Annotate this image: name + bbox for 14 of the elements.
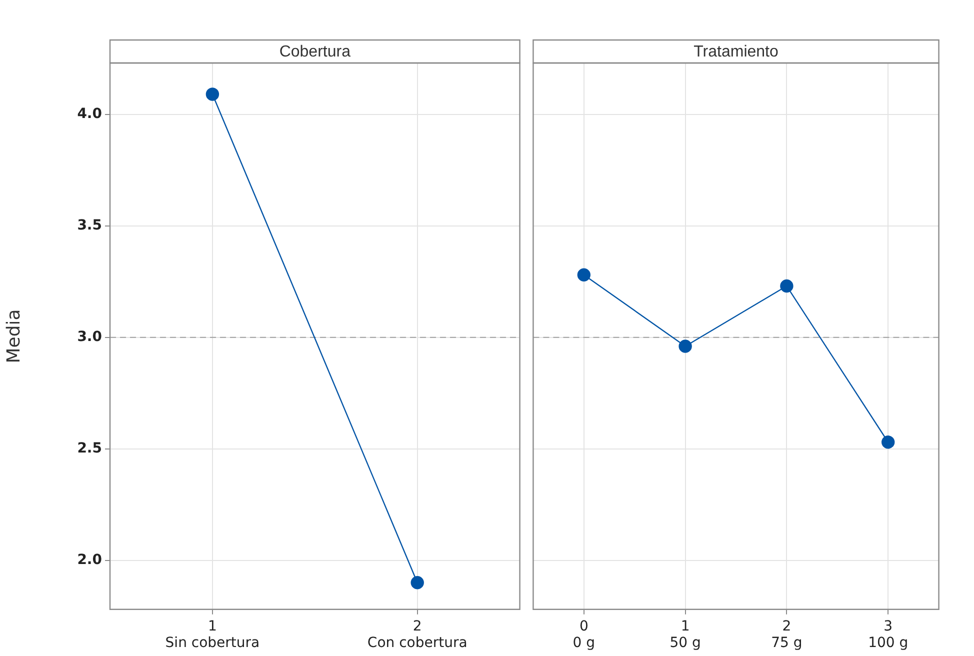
y-tick-label: 2.5	[77, 440, 102, 456]
y-tick-label: 4.0	[77, 106, 102, 122]
x-tick-label: 3 100 g	[868, 618, 908, 652]
x-tick-label: 2 75 g	[771, 618, 802, 652]
x-tick-label: 0 0 g	[572, 618, 596, 652]
x-tick-label: 2 Con cobertura	[367, 618, 468, 652]
y-tick-label: 2.0	[77, 552, 102, 568]
x-tick-label: 1 Sin cobertura	[165, 618, 260, 652]
y-tick-label: 3.0	[77, 328, 102, 345]
chart-title: Tratamiento	[694, 43, 778, 60]
x-tick-label: 1 50 g	[670, 618, 701, 652]
y-axis-title: Media	[3, 309, 24, 364]
chart-title: Cobertura	[279, 43, 351, 60]
y-tick-label: 3.5	[77, 217, 102, 234]
